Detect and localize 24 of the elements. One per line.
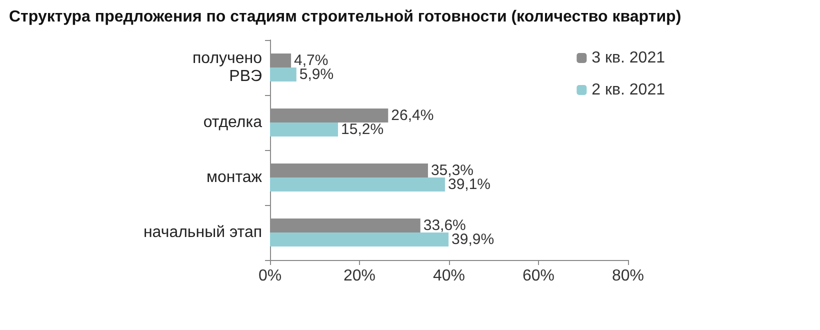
y-tick-label: начальный этап xyxy=(143,224,262,241)
y-tick-label: получено РВЭ xyxy=(192,50,262,85)
chart-title: Структура предложения по стадиям строительной готовности (количество квартир) xyxy=(9,8,682,26)
data-label: 5,9% xyxy=(299,66,334,83)
x-tick-label: 20% xyxy=(343,268,376,284)
data-label: 26,4% xyxy=(391,107,434,124)
x-tick-label: 40% xyxy=(432,268,466,284)
data-label: 4,7% xyxy=(294,52,328,69)
legend-label: 3 кв. 2021 xyxy=(592,50,666,66)
bar xyxy=(270,122,338,136)
data-label: 15,2% xyxy=(341,121,384,138)
legend-label: 2 кв. 2021 xyxy=(592,82,666,98)
data-label: 39,1% xyxy=(448,176,491,193)
x-tick-label: 80% xyxy=(612,268,644,284)
bar xyxy=(270,68,296,82)
data-label: 35,3% xyxy=(430,162,474,179)
data-label: 33,6% xyxy=(423,217,466,234)
x-tick-label: 0% xyxy=(258,268,282,284)
data-label: 39,9% xyxy=(452,231,494,248)
y-tick-label: отделка xyxy=(203,114,262,131)
bar xyxy=(270,232,449,246)
x-tick-label: 60% xyxy=(522,268,555,284)
y-tick-label: монтаж xyxy=(206,169,262,186)
bar xyxy=(270,178,445,192)
